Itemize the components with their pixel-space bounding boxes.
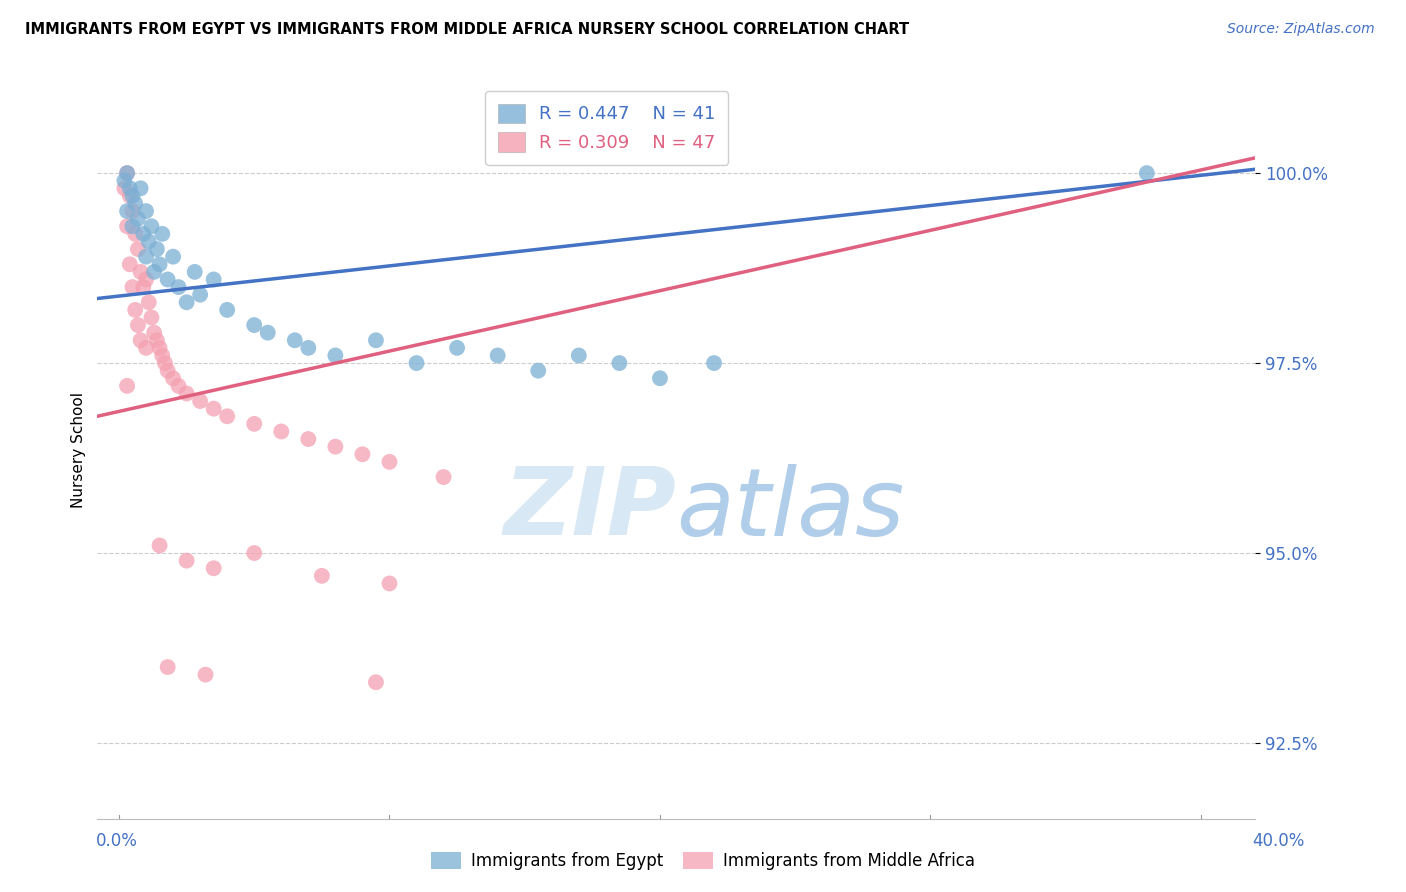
Point xyxy=(176,295,198,310)
Legend: R = 0.447    N = 41, R = 0.309    N = 47: R = 0.447 N = 41, R = 0.309 N = 47 xyxy=(485,91,728,165)
Point xyxy=(202,561,225,575)
Point xyxy=(150,227,173,241)
Point xyxy=(127,211,149,226)
Point xyxy=(138,235,160,249)
Point xyxy=(1136,166,1159,180)
Point xyxy=(121,219,143,234)
Point xyxy=(146,333,169,347)
Point xyxy=(143,326,166,340)
Point xyxy=(118,257,141,271)
Point xyxy=(405,356,427,370)
Point xyxy=(127,318,149,332)
Point xyxy=(194,667,217,681)
Point xyxy=(138,295,160,310)
Point xyxy=(202,401,225,416)
Point xyxy=(217,409,239,424)
Point xyxy=(141,310,163,325)
Point xyxy=(256,326,278,340)
Point xyxy=(176,386,198,401)
Point xyxy=(115,219,138,234)
Point xyxy=(202,272,225,286)
Point xyxy=(115,379,138,393)
Point xyxy=(124,227,146,241)
Point xyxy=(364,333,387,347)
Point xyxy=(311,569,333,583)
Point xyxy=(150,349,173,363)
Point xyxy=(609,356,631,370)
Point xyxy=(243,546,266,560)
Point xyxy=(129,181,152,195)
Point xyxy=(188,394,211,409)
Point xyxy=(703,356,725,370)
Text: 0.0%: 0.0% xyxy=(96,832,138,850)
Text: 40.0%: 40.0% xyxy=(1253,832,1305,850)
Point xyxy=(162,371,184,385)
Point xyxy=(284,333,307,347)
Point xyxy=(115,166,138,180)
Point xyxy=(167,280,190,294)
Point xyxy=(118,189,141,203)
Point xyxy=(135,272,157,286)
Point xyxy=(156,272,179,286)
Point xyxy=(156,660,179,674)
Point xyxy=(243,318,266,332)
Point xyxy=(297,341,319,355)
Point xyxy=(243,417,266,431)
Point xyxy=(112,174,135,188)
Point xyxy=(352,447,374,461)
Point xyxy=(378,455,401,469)
Text: IMMIGRANTS FROM EGYPT VS IMMIGRANTS FROM MIDDLE AFRICA NURSERY SCHOOL CORRELATIO: IMMIGRANTS FROM EGYPT VS IMMIGRANTS FROM… xyxy=(25,22,910,37)
Point xyxy=(486,349,509,363)
Point xyxy=(446,341,468,355)
Point xyxy=(148,341,170,355)
Point xyxy=(148,257,170,271)
Legend: Immigrants from Egypt, Immigrants from Middle Africa: Immigrants from Egypt, Immigrants from M… xyxy=(425,845,981,877)
Point xyxy=(176,554,198,568)
Point xyxy=(148,538,170,552)
Point xyxy=(135,250,157,264)
Point xyxy=(297,432,319,446)
Y-axis label: Nursery School: Nursery School xyxy=(72,392,86,508)
Point xyxy=(132,227,155,241)
Point xyxy=(156,364,179,378)
Point xyxy=(325,440,347,454)
Point xyxy=(135,204,157,219)
Point xyxy=(124,302,146,317)
Point xyxy=(121,189,143,203)
Point xyxy=(270,425,292,439)
Point xyxy=(143,265,166,279)
Point xyxy=(167,379,190,393)
Point xyxy=(115,166,138,180)
Point xyxy=(217,302,239,317)
Point xyxy=(153,356,176,370)
Point xyxy=(124,196,146,211)
Point xyxy=(432,470,454,484)
Point xyxy=(127,242,149,256)
Point xyxy=(121,204,143,219)
Point xyxy=(121,280,143,294)
Text: ZIP: ZIP xyxy=(503,464,676,556)
Point xyxy=(188,287,211,301)
Point xyxy=(648,371,671,385)
Point xyxy=(146,242,169,256)
Text: Source: ZipAtlas.com: Source: ZipAtlas.com xyxy=(1227,22,1375,37)
Point xyxy=(364,675,387,690)
Point xyxy=(183,265,205,279)
Point xyxy=(141,219,163,234)
Point xyxy=(527,364,550,378)
Point xyxy=(378,576,401,591)
Point xyxy=(129,265,152,279)
Point xyxy=(135,341,157,355)
Point xyxy=(568,349,591,363)
Point xyxy=(115,204,138,219)
Point xyxy=(132,280,155,294)
Point xyxy=(162,250,184,264)
Text: atlas: atlas xyxy=(676,464,904,555)
Point xyxy=(325,349,347,363)
Point xyxy=(118,181,141,195)
Point xyxy=(112,181,135,195)
Point xyxy=(129,333,152,347)
